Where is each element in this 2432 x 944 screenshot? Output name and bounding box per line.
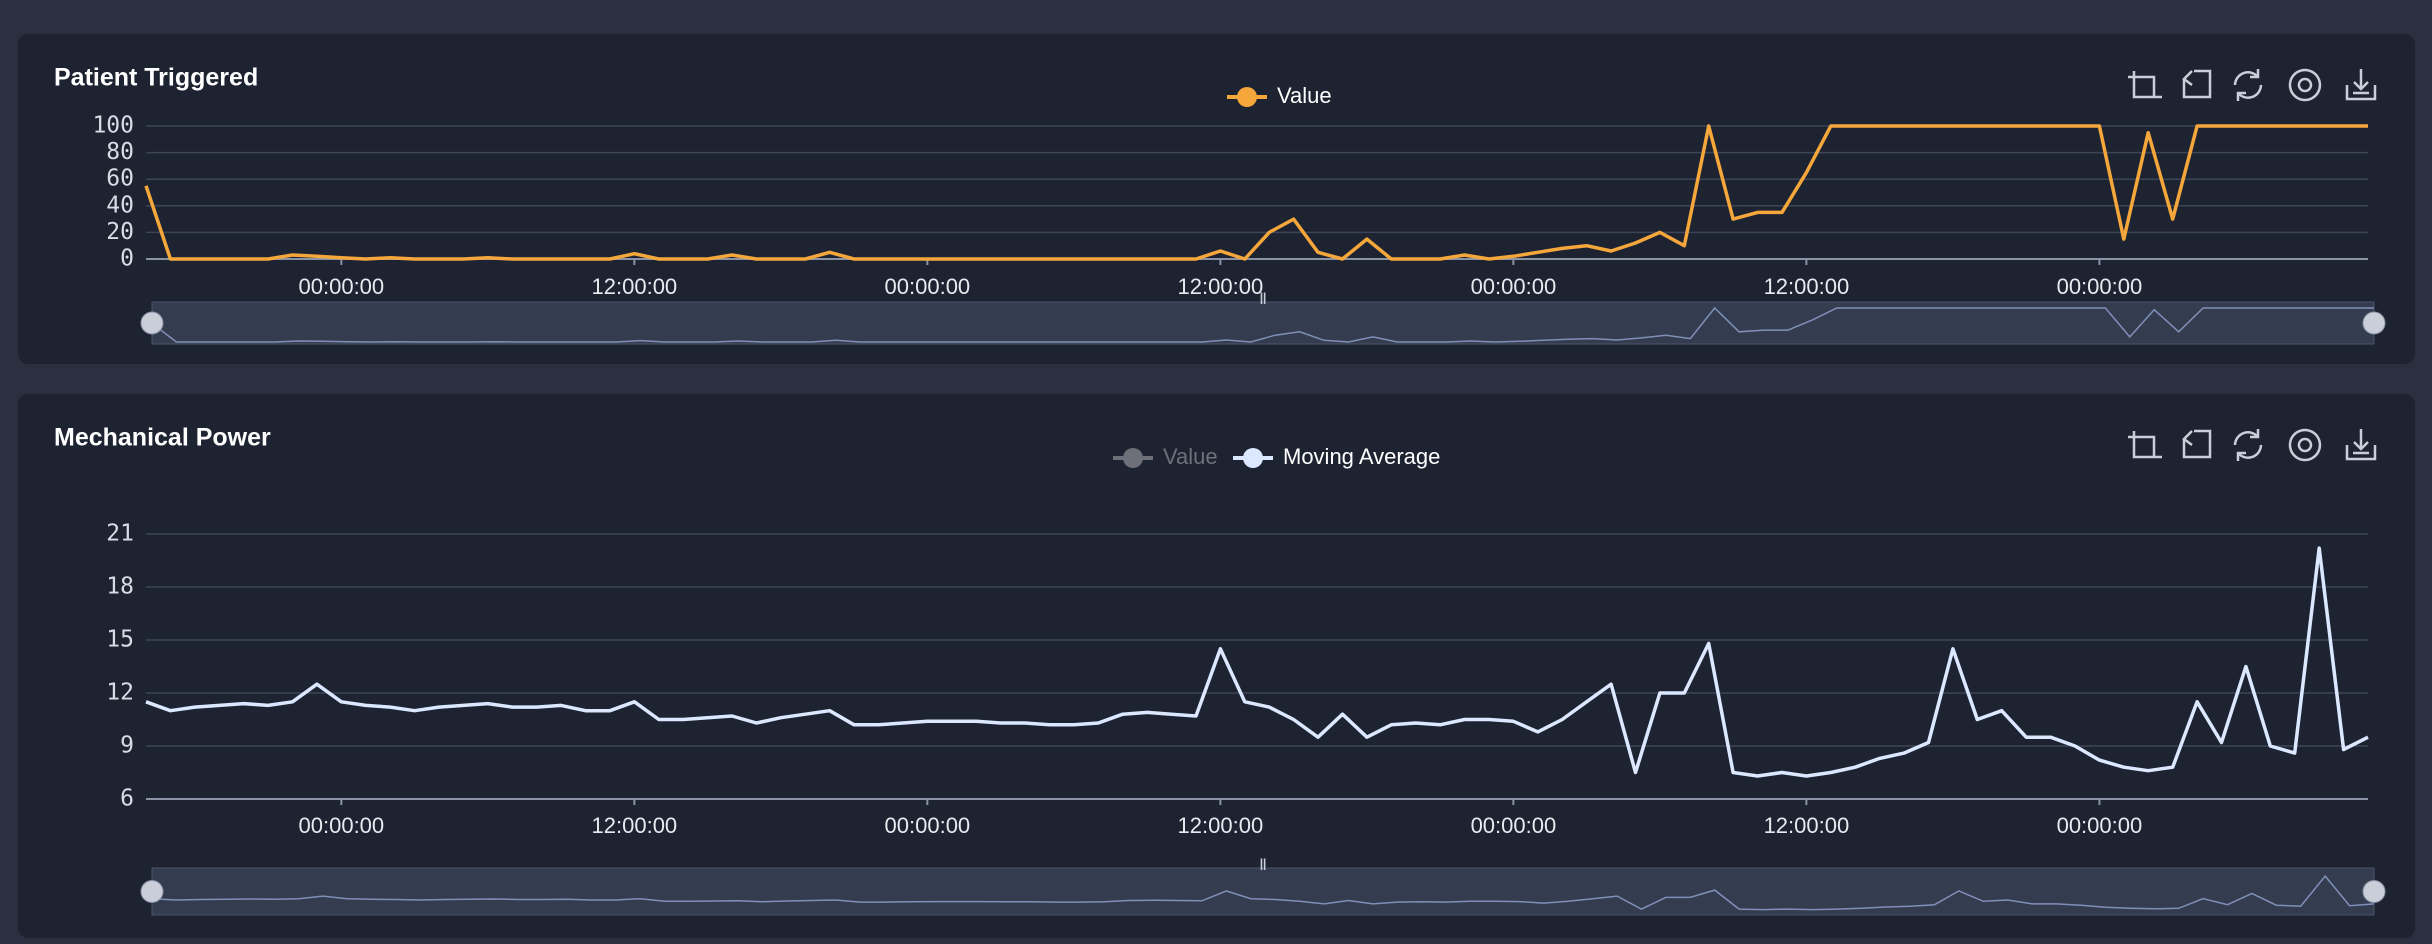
x-tick-label: 00:00:00 <box>299 274 385 299</box>
legend-marker <box>1123 448 1143 468</box>
toolbox-restore[interactable] <box>2233 429 2263 461</box>
toolbox-zoom-reset[interactable] <box>2182 429 2212 459</box>
zoom-slider-grip: Ⅱ <box>1259 857 1267 874</box>
toolbox-save-image[interactable] <box>2345 69 2377 101</box>
toolbox-save-image[interactable] <box>2345 429 2377 461</box>
series-line <box>144 124 2368 261</box>
panel <box>18 394 2415 938</box>
y-tick-label: 60 <box>106 166 134 192</box>
y-tick-label: 80 <box>106 139 134 165</box>
zoom-slider-handle[interactable] <box>2362 880 2386 903</box>
zoom-slider-track[interactable] <box>151 867 2375 916</box>
x-tick-label: 12:00:00 <box>592 274 678 299</box>
y-tick-label: 12 <box>106 680 134 706</box>
y-tick-label: 18 <box>106 574 134 600</box>
chart-title: Patient Triggered <box>54 64 258 92</box>
x-tick-label: 12:00:00 <box>1764 274 1850 299</box>
chart-title: Mechanical Power <box>54 424 271 452</box>
legend-label[interactable]: Value <box>1277 83 1332 108</box>
y-tick-label: 100 <box>92 113 134 139</box>
legend-marker <box>1243 448 1263 468</box>
toolbox-restore[interactable] <box>2233 69 2263 101</box>
toolbox-zoom[interactable] <box>2128 71 2162 99</box>
x-tick-label: 00:00:00 <box>2057 274 2143 299</box>
x-tick-label: 00:00:00 <box>885 274 971 299</box>
x-tick-label: 12:00:00 <box>592 813 678 838</box>
zoom-slider-grip: Ⅱ <box>1259 291 1267 308</box>
y-tick-label: 9 <box>120 733 134 759</box>
x-tick-label: 12:00:00 <box>1178 274 1264 299</box>
series-line <box>145 546 2369 778</box>
toolbox-focus[interactable] <box>2288 428 2322 462</box>
y-tick-label: 20 <box>106 219 134 245</box>
legend-label[interactable]: Moving Average <box>1283 444 1440 469</box>
y-tick-label: 15 <box>106 627 134 653</box>
slider-preview-line <box>151 874 2375 911</box>
y-tick-label: 40 <box>106 192 134 218</box>
toolbox-zoom-reset[interactable] <box>2182 69 2212 99</box>
x-tick-label: 00:00:00 <box>299 813 385 838</box>
toolbox-focus[interactable] <box>2288 68 2322 102</box>
x-tick-label: 12:00:00 <box>1764 813 1850 838</box>
x-tick-label: 12:00:00 <box>1178 813 1264 838</box>
zoom-slider-track[interactable] <box>151 301 2375 345</box>
y-tick-label: 21 <box>106 521 134 547</box>
legend-label[interactable]: Value <box>1163 444 1218 469</box>
slider-preview-line <box>151 306 2374 343</box>
y-tick-label: 6 <box>120 786 134 812</box>
toolbox-zoom[interactable] <box>2128 431 2162 459</box>
x-tick-label: 00:00:00 <box>1471 274 1557 299</box>
zoom-slider-handle[interactable] <box>140 880 164 903</box>
zoom-slider-handle[interactable] <box>2362 311 2386 335</box>
panel <box>18 34 2415 364</box>
legend-marker <box>1237 87 1257 107</box>
x-tick-label: 00:00:00 <box>1471 813 1557 838</box>
y-tick-label: 0 <box>120 246 134 272</box>
x-tick-label: 00:00:00 <box>2057 813 2143 838</box>
zoom-slider-handle[interactable] <box>140 311 164 335</box>
x-tick-label: 00:00:00 <box>885 813 971 838</box>
